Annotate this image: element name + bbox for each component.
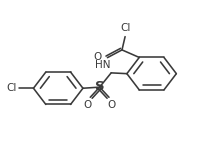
Text: HN: HN [95,60,111,70]
Text: S: S [95,80,105,93]
Text: O: O [108,100,116,110]
Text: Cl: Cl [7,83,17,93]
Text: Cl: Cl [120,23,130,33]
Text: O: O [94,52,102,62]
Text: O: O [84,100,92,110]
